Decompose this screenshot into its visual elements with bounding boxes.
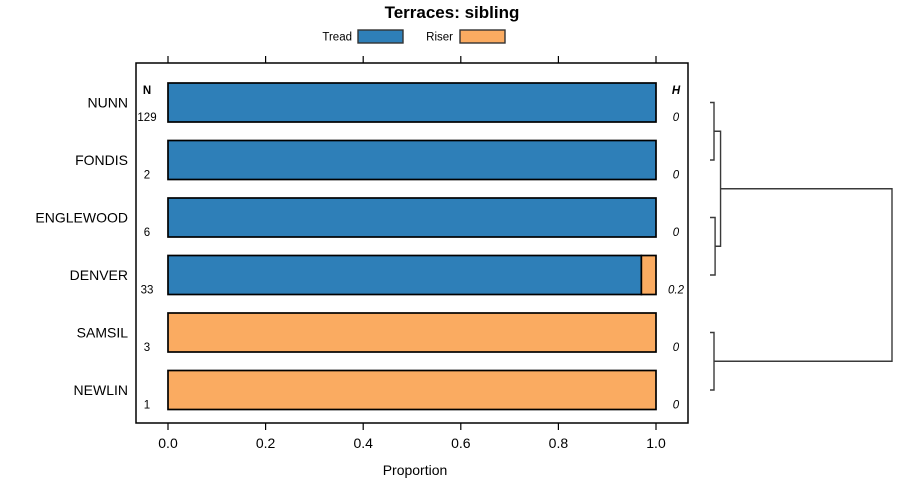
legend-label-riser: Riser — [426, 32, 453, 44]
h-value-nunn: 0 — [673, 112, 680, 124]
n-value-fondis: 2 — [144, 170, 150, 182]
h-value-englewood: 0 — [673, 227, 680, 239]
dendrogram-merge-m1 — [710, 101, 715, 161]
dendrogram-merge-m4 — [710, 331, 715, 391]
bar-tread-nunn — [167, 82, 657, 123]
bar-riser-samsil — [167, 312, 657, 353]
n-value-samsil: 3 — [144, 342, 150, 354]
n-value-newlin: 1 — [144, 400, 150, 412]
n-value-denver: 33 — [141, 285, 154, 297]
legend-swatch-tread — [357, 29, 404, 44]
x-tick-label: 0.6 — [451, 435, 471, 451]
y-label-denver: DENVER — [70, 267, 128, 283]
x-tick-label: 0.0 — [158, 435, 178, 451]
bar-tread-fondis — [167, 139, 657, 181]
bar-tread-englewood — [167, 197, 657, 238]
legend-swatch-riser — [459, 29, 506, 44]
x-tick-label: 0.2 — [256, 435, 276, 451]
h-value-fondis: 0 — [673, 170, 680, 182]
legend: Tread Riser — [322, 29, 506, 44]
h-value-samsil: 0 — [673, 342, 680, 354]
x-tick-label: 0.8 — [549, 435, 569, 451]
h-values-column: 0 0 0 0.2 0 0 — [668, 112, 685, 412]
h-value-denver: 0.2 — [668, 285, 685, 297]
legend-label-tread: Tread — [322, 32, 352, 44]
x-axis-title: Proportion — [383, 462, 448, 478]
x-tick-label: 0.4 — [353, 435, 373, 451]
bar-riser-newlin — [167, 369, 657, 411]
dendrogram — [710, 101, 893, 391]
dendrogram-merge-m2 — [710, 216, 716, 276]
bar-riser-denver — [640, 254, 657, 296]
n-value-nunn: 129 — [137, 112, 156, 124]
y-label-englewood: ENGLEWOOD — [35, 210, 128, 226]
x-tick-label: 1.0 — [646, 435, 666, 451]
plot-box — [135, 62, 689, 424]
h-value-newlin: 0 — [673, 400, 680, 412]
bars-group — [167, 82, 657, 411]
x-tick-labels: 0.0 0.2 0.4 0.6 0.8 1.0 — [158, 435, 666, 451]
y-label-nunn: NUNN — [88, 95, 128, 111]
h-column-header: H — [672, 85, 681, 97]
chart-title: Terraces: sibling — [385, 3, 520, 22]
axis-ticks — [167, 56, 657, 430]
y-axis-labels: NUNN FONDIS ENGLEWOOD DENVER SAMSIL NEWLIN — [35, 95, 128, 399]
y-label-fondis: FONDIS — [75, 152, 128, 168]
bar-tread-denver — [167, 254, 643, 296]
dendrogram-merge-m5 — [714, 188, 893, 362]
n-column-header: N — [143, 85, 151, 97]
y-label-newlin: NEWLIN — [74, 382, 128, 398]
n-value-englewood: 6 — [144, 227, 150, 239]
y-label-samsil: SAMSIL — [77, 325, 129, 341]
